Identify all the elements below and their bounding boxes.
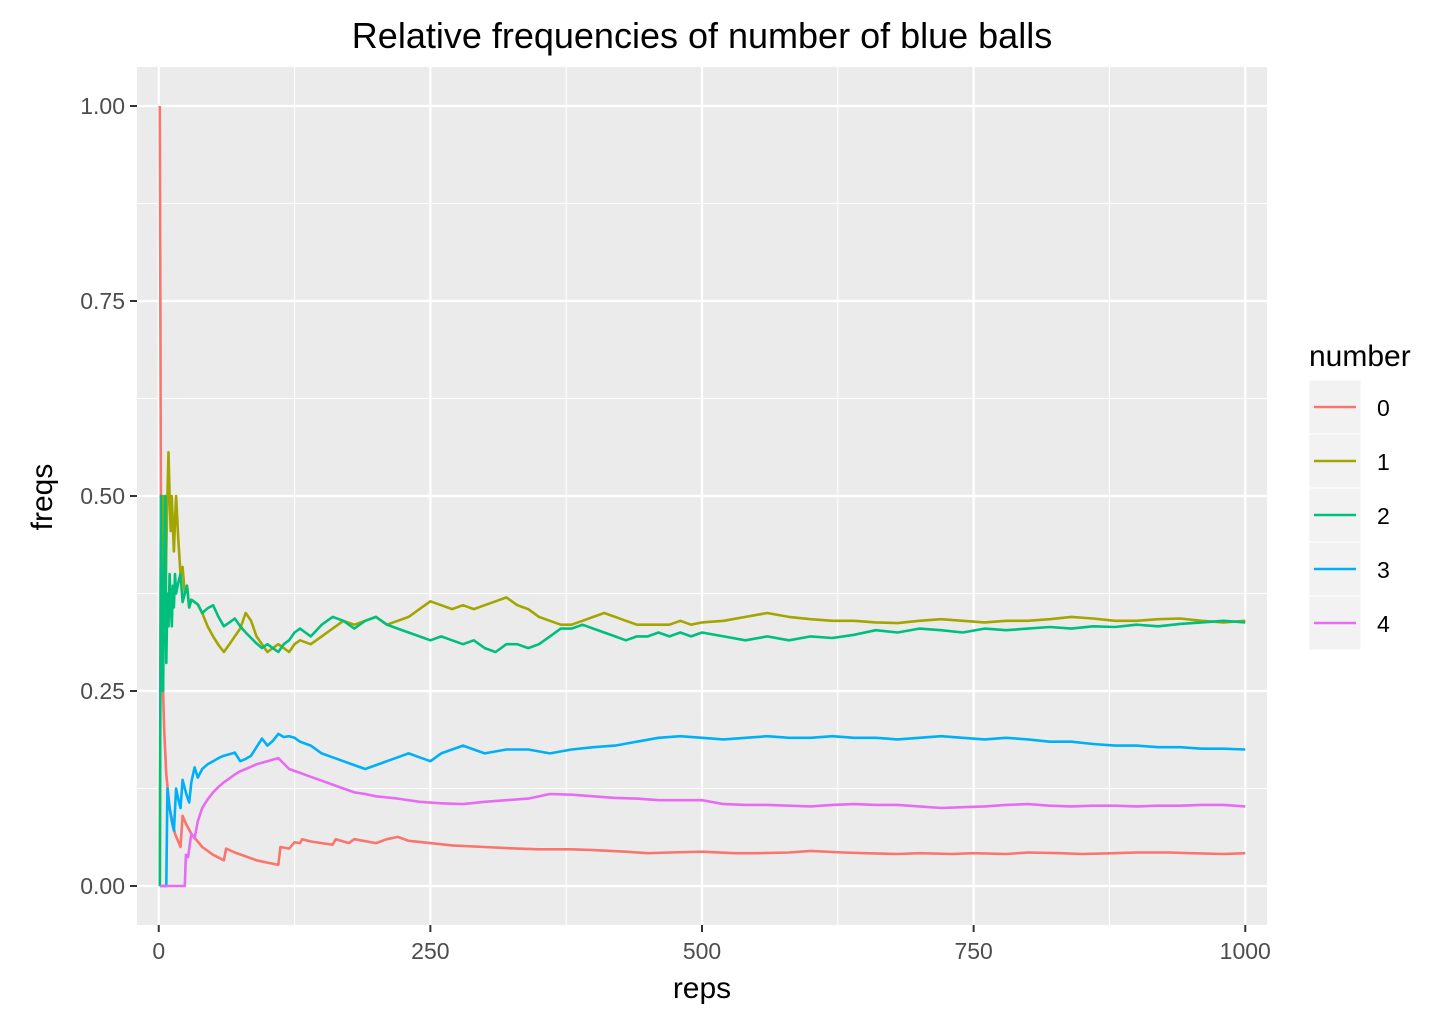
- y-tick-label: 0.50: [80, 483, 125, 509]
- y-tick-label: 1.00: [80, 93, 125, 119]
- y-tick-label: 0.25: [80, 678, 125, 704]
- x-tick-label: 1000: [1220, 938, 1271, 964]
- legend-title: number: [1309, 340, 1411, 373]
- x-tick-label: 500: [683, 938, 721, 964]
- axes: 0 250 500 750 1000 0.00 0.25 0.50 0.75 1.00: [80, 93, 1271, 964]
- legend: number 0 1 2 3 4: [1308, 340, 1411, 651]
- y-axis-title: freqs: [26, 464, 59, 531]
- x-tick-label: 250: [411, 938, 449, 964]
- legend-label-4: 4: [1377, 611, 1390, 637]
- series-line-4: [159, 756, 1246, 888]
- series-line-2: [158, 494, 1246, 887]
- series-line-3: [159, 732, 1246, 888]
- x-tick-label: 750: [954, 938, 992, 964]
- legend-label-3: 3: [1377, 557, 1390, 583]
- legend-label-1: 1: [1377, 449, 1390, 475]
- y-tick-label: 0.75: [80, 288, 125, 314]
- series-lines: [158, 105, 1246, 888]
- y-tick-label: 0.00: [80, 873, 125, 899]
- legend-label-2: 2: [1377, 503, 1390, 529]
- x-axis-title: reps: [673, 972, 731, 1005]
- series-line-1: [158, 450, 1246, 887]
- legend-label-0: 0: [1377, 395, 1390, 421]
- x-tick-label: 0: [152, 938, 165, 964]
- plot-panel: [137, 67, 1267, 925]
- chart-title: Relative frequencies of number of blue b…: [352, 15, 1052, 56]
